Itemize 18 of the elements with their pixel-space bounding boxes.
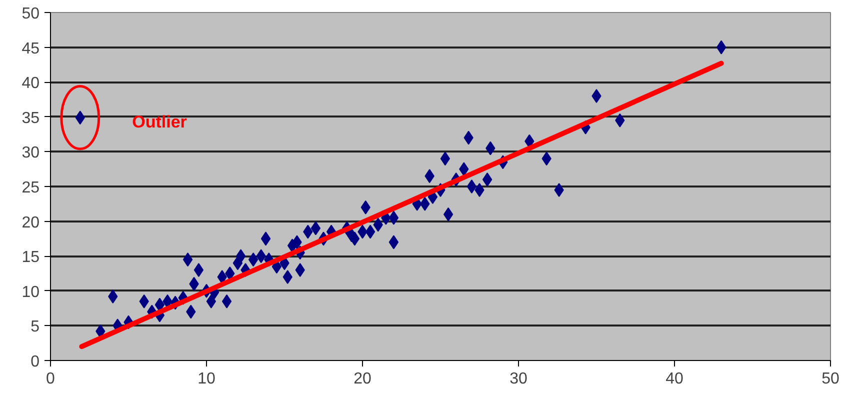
- y-tick-label: 5: [30, 318, 40, 336]
- y-tick-label: 25: [22, 180, 40, 196]
- y-tick-label: 45: [22, 40, 40, 58]
- x-tick-label: 30: [510, 370, 528, 388]
- y-tick-label: 40: [22, 75, 40, 92]
- annotation: Outlier: [132, 112, 188, 132]
- y-tick-label: 0: [30, 354, 40, 370]
- y-tick-label: 50: [22, 6, 40, 22]
- x-tick-label: 50: [822, 370, 840, 388]
- y-tick-label: 35: [22, 110, 40, 127]
- x-tick-label: 10: [198, 370, 216, 388]
- x-tick-label: 40: [666, 370, 684, 388]
- x-tick-label: 0: [46, 370, 56, 388]
- y-tick-label: 20: [22, 214, 40, 232]
- y-tick-label: 15: [22, 249, 40, 266]
- y-tick-label: 10: [22, 284, 40, 301]
- y-tick-label: 30: [22, 144, 40, 162]
- x-tick-label: 20: [354, 370, 372, 388]
